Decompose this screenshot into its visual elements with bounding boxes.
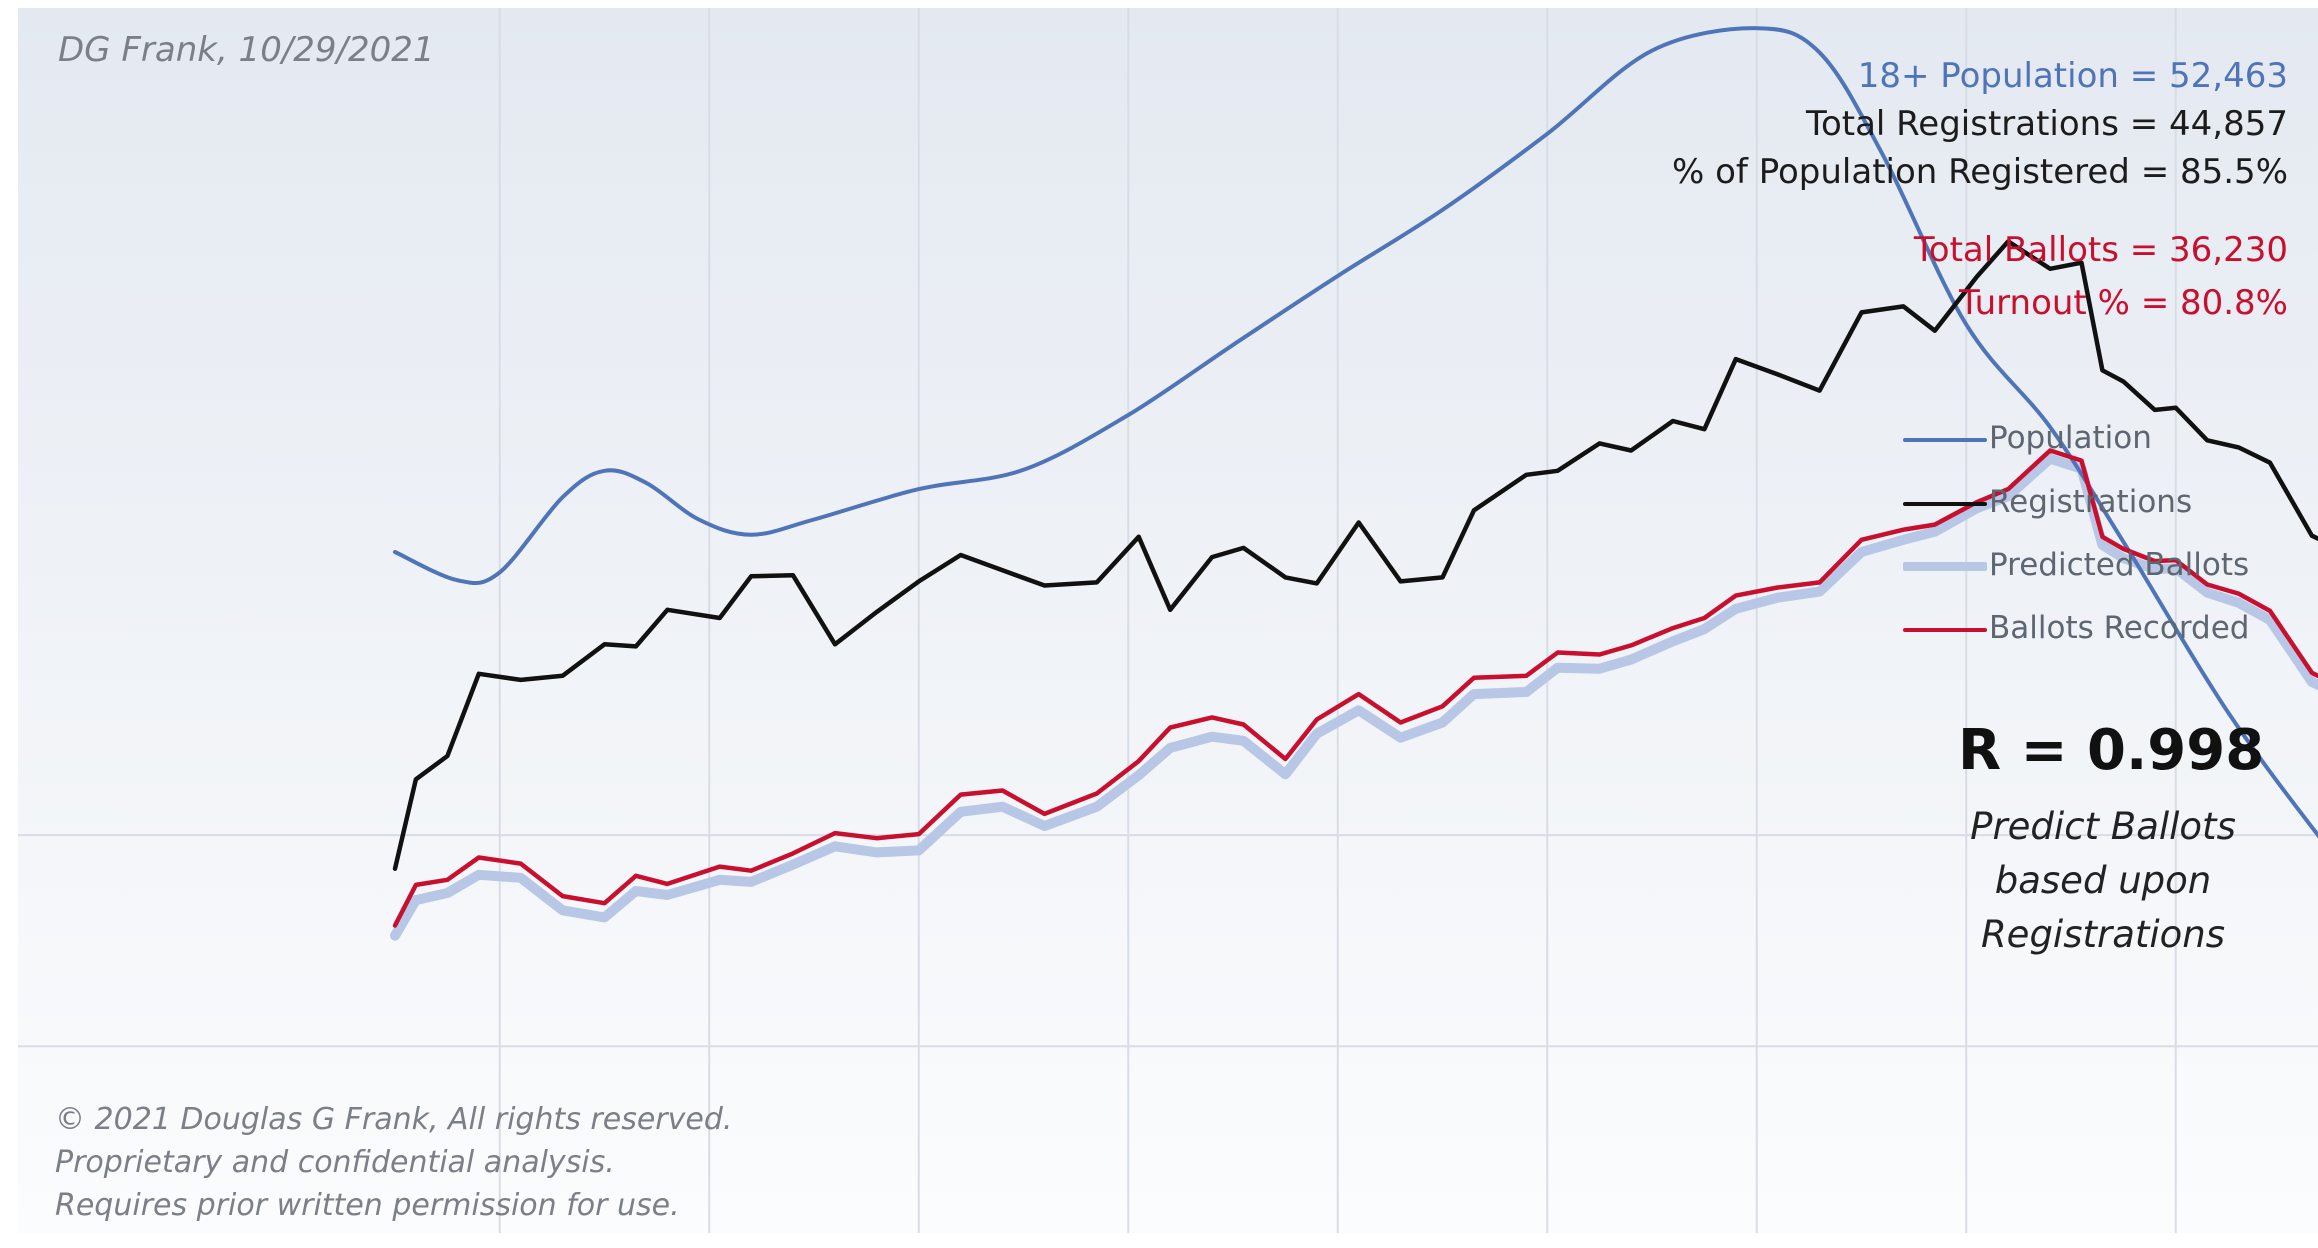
legend-label-predicted-ballots: Predicted Ballots [1989,547,2250,583]
grid-lines [18,8,2318,1233]
legend-label-population: Population [1989,420,2152,456]
legend-swatch-ballots-recorded [1903,628,1987,632]
series-line-ballots-recorded [392,448,2318,928]
copyright-line-1: © 2021 Douglas G Frank, All rights reser… [55,1102,733,1137]
note-line-3: Registrations [1980,913,2226,956]
stat-population: 18+ Population = 52,463 [1857,56,2288,96]
stat-total-ballots: Total Ballots = 36,230 [1913,230,2288,270]
legend-swatch-population [1903,438,1987,442]
plot-background [18,8,2318,1233]
stat-turnout: Turnout % = 80.8% [1959,283,2288,323]
stat-pct-registered: % of Population Registered = 85.5% [1672,152,2288,192]
series-line-predicted-ballots [390,453,2318,941]
series-line-registrations [392,239,2318,871]
legend-swatch-registrations [1903,502,1987,506]
author-date-label: DG Frank, 10/29/2021 [58,30,435,70]
note-line-2: based upon [1994,859,2212,902]
series-lines [390,26,2318,941]
series-line-population [393,26,2318,839]
legend-swatch-predicted-ballots [1903,562,1987,571]
legend-label-registrations: Registrations [1989,484,2193,520]
stat-total-registrations: Total Registrations = 44,857 [1805,104,2288,144]
correlation-value: R = 0.998 [1958,718,2265,783]
note-line-1: Predict Ballots [1970,805,2236,848]
legend-label-ballots-recorded: Ballots Recorded [1989,610,2250,646]
copyright-line-2: Proprietary and confidential analysis. [55,1145,615,1180]
copyright-line-3: Requires prior written permission for us… [55,1188,680,1223]
